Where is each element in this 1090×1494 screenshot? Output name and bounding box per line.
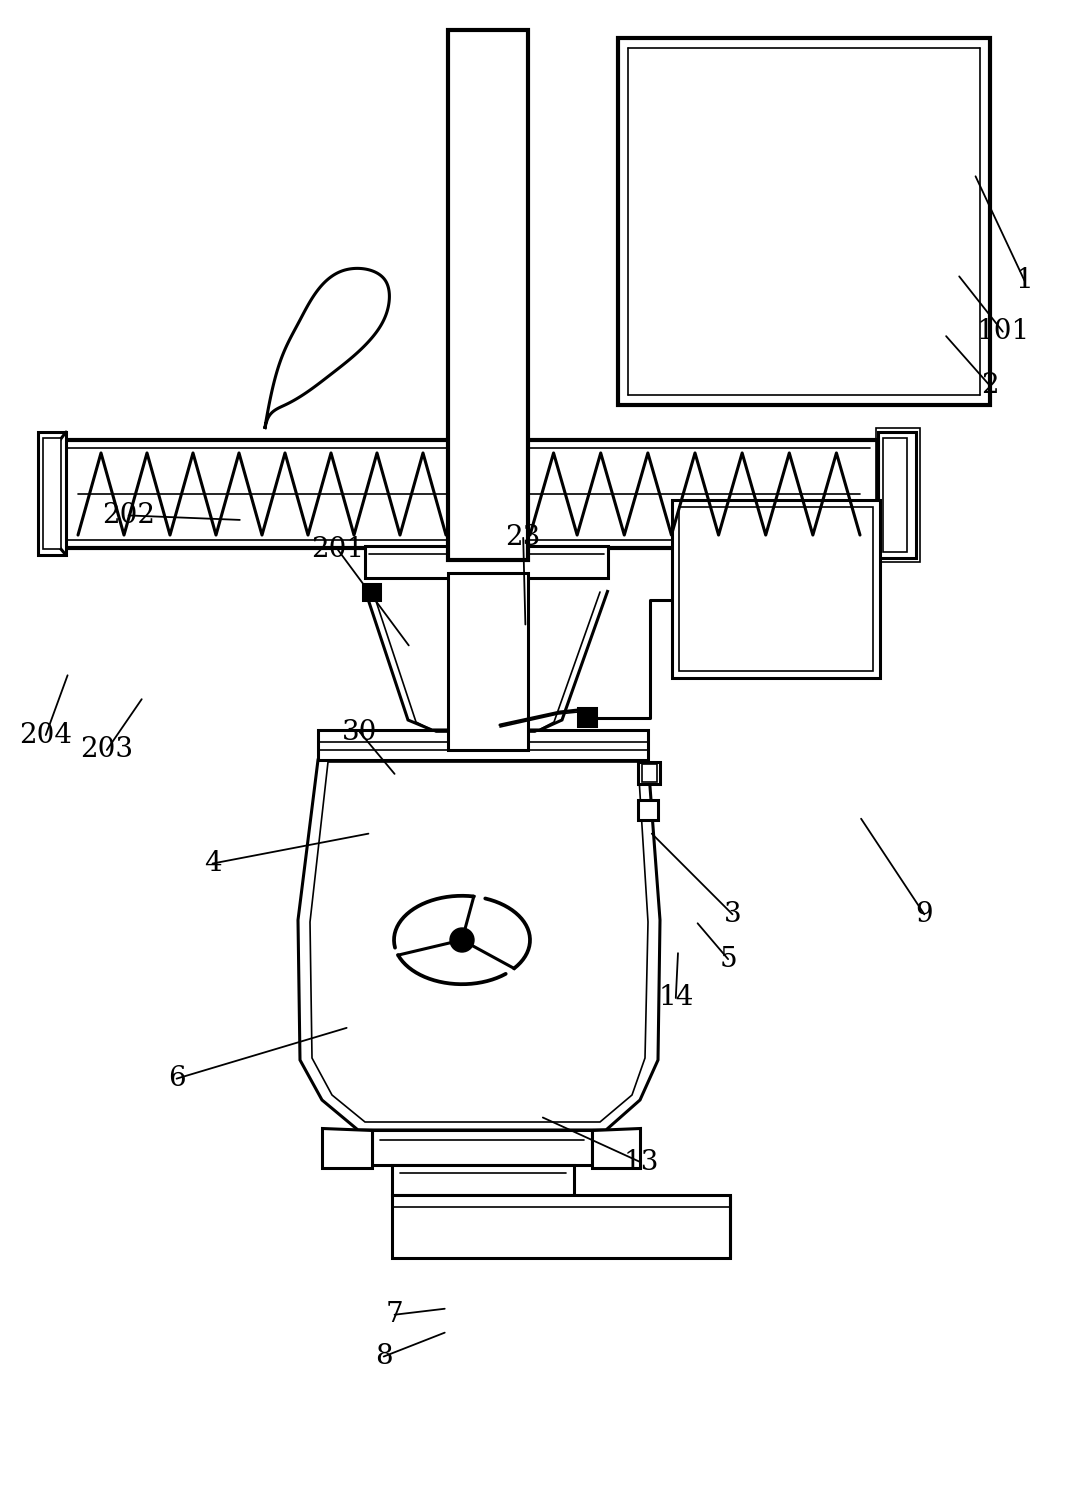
Text: 201: 201 [312,536,364,563]
Text: 1: 1 [1016,267,1033,294]
Text: 14: 14 [658,985,693,1011]
Bar [673,500,880,678]
Polygon shape [578,708,596,726]
Bar [883,438,907,551]
Bar [876,427,920,562]
Bar [43,438,61,548]
Polygon shape [298,760,661,1129]
Text: 30: 30 [342,719,377,746]
Text: 8: 8 [375,1343,392,1370]
Text: 5: 5 [719,946,737,973]
Text: 202: 202 [102,502,155,529]
Polygon shape [642,763,657,781]
Text: 4: 4 [204,850,221,877]
Bar [679,506,873,671]
Polygon shape [638,762,661,784]
Bar [618,37,990,405]
Text: 7: 7 [386,1301,403,1328]
Text: 203: 203 [81,737,133,763]
Polygon shape [365,590,608,731]
Bar [365,545,608,578]
Text: 13: 13 [623,1149,658,1176]
Bar [879,432,916,557]
Bar [448,30,528,560]
Text: 6: 6 [168,1065,185,1092]
Bar [60,441,879,548]
Polygon shape [592,1128,640,1168]
Bar [372,1129,592,1165]
Bar [38,432,66,554]
Text: 3: 3 [724,901,741,928]
Bar [392,1165,574,1195]
Polygon shape [265,269,389,429]
Text: 23: 23 [506,524,541,551]
Bar [448,574,528,750]
Text: 101: 101 [977,318,1029,345]
Text: 9: 9 [916,901,933,928]
Polygon shape [322,1128,372,1168]
Polygon shape [638,799,658,820]
Polygon shape [363,584,380,601]
Text: 2: 2 [981,372,998,399]
Circle shape [450,928,474,952]
Bar [318,731,647,760]
Bar [392,1195,730,1258]
Text: 204: 204 [20,722,72,748]
